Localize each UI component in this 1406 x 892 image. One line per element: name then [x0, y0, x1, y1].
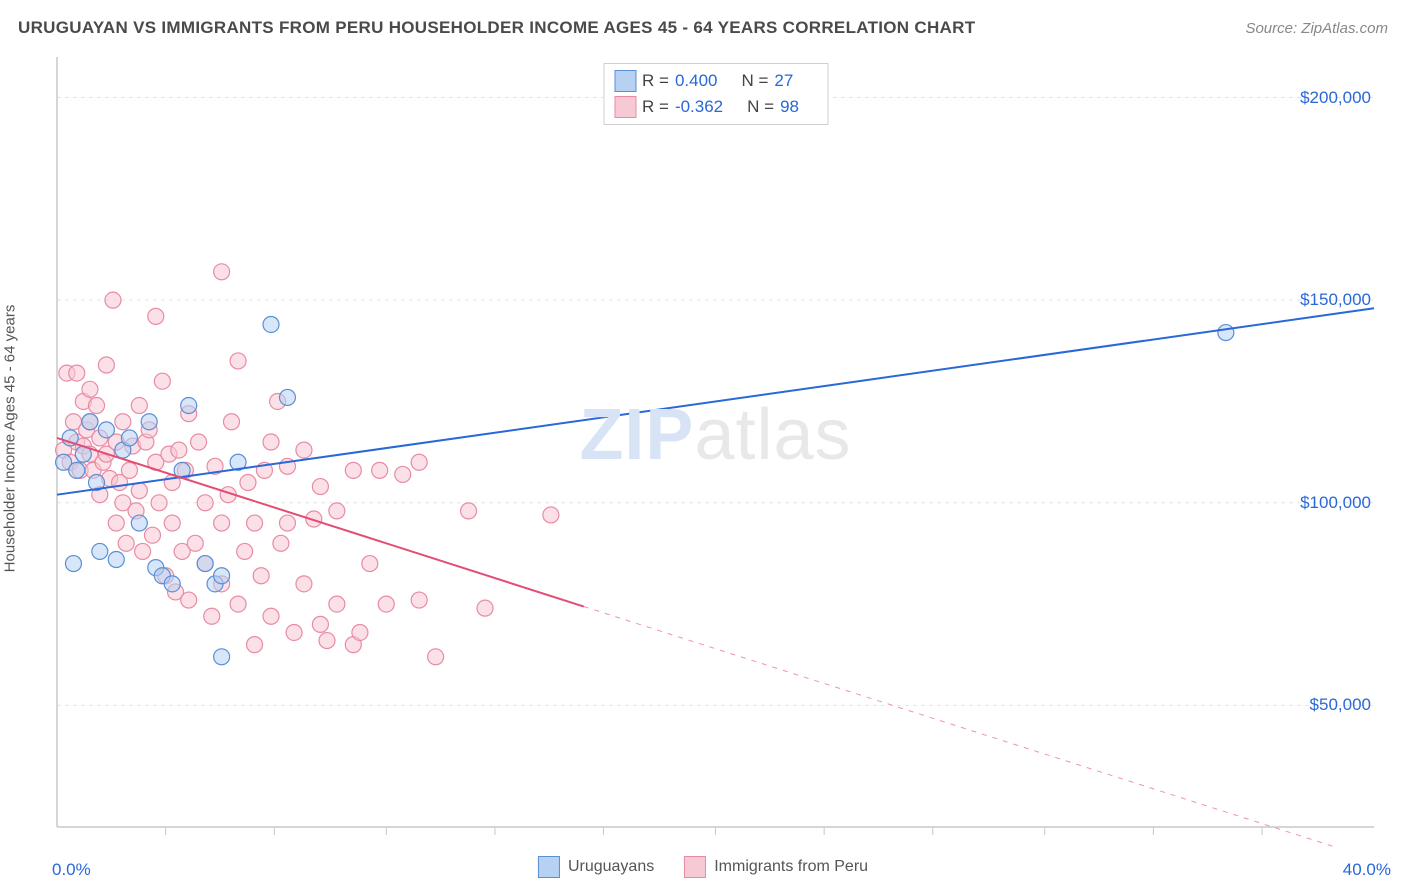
stats-row-series-0: R = 0.400 N = 27 — [614, 68, 817, 94]
source-attribution: Source: ZipAtlas.com — [1245, 20, 1388, 37]
x-tick-min: 0.0% — [52, 860, 91, 880]
legend-label-1: Immigrants from Peru — [714, 858, 868, 876]
y-tick-label: $100,000 — [1300, 493, 1371, 513]
n-value-1: 98 — [780, 97, 799, 117]
stats-row-series-1: R = -0.362 N = 98 — [614, 94, 817, 120]
chart-plot-area: ZIPatlas R = 0.400 N = 27 R = -0.362 N =… — [55, 55, 1376, 847]
y-tick-label: $50,000 — [1310, 695, 1371, 715]
y-tick-label: $200,000 — [1300, 88, 1371, 108]
legend-item-1: Immigrants from Peru — [684, 856, 868, 878]
bottom-legend: Uruguayans Immigrants from Peru — [538, 856, 868, 878]
y-tick-label: $150,000 — [1300, 290, 1371, 310]
swatch-series-0 — [614, 70, 636, 92]
r-value-0: 0.400 — [675, 71, 718, 91]
legend-swatch-0 — [538, 856, 560, 878]
r-value-1: -0.362 — [675, 97, 723, 117]
legend-item-0: Uruguayans — [538, 856, 654, 878]
legend-swatch-1 — [684, 856, 706, 878]
chart-title: URUGUAYAN VS IMMIGRANTS FROM PERU HOUSEH… — [18, 18, 975, 38]
scatter-plot-svg — [55, 55, 1376, 847]
n-value-0: 27 — [774, 71, 793, 91]
swatch-series-1 — [614, 96, 636, 118]
legend-label-0: Uruguayans — [568, 858, 654, 876]
correlation-stats-box: R = 0.400 N = 27 R = -0.362 N = 98 — [603, 63, 828, 125]
x-tick-max: 40.0% — [1343, 860, 1391, 880]
y-axis-label: Householder Income Ages 45 - 64 years — [2, 305, 19, 573]
